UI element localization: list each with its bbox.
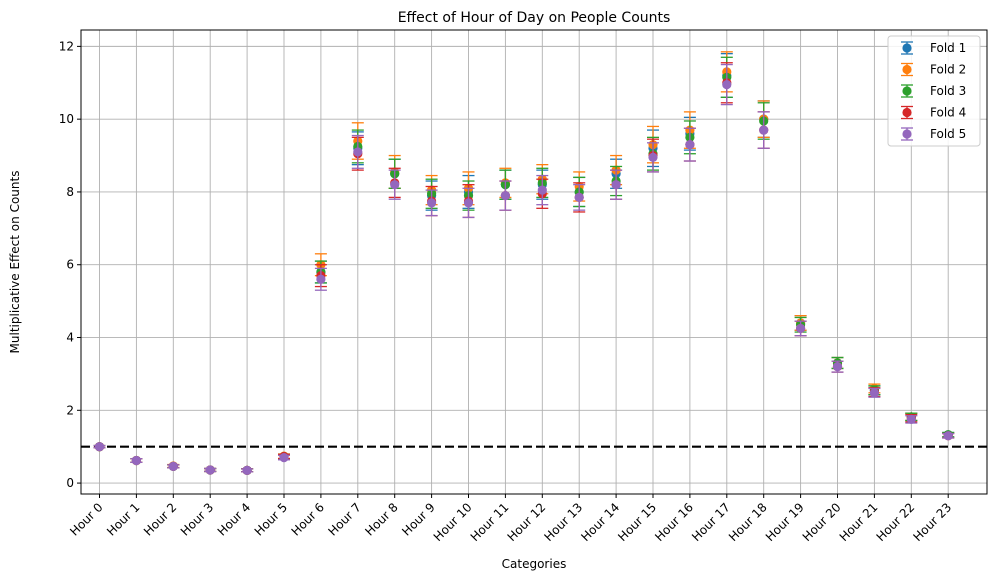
y-tick-label: 10 — [59, 112, 74, 126]
data-point — [611, 180, 621, 190]
legend-item: Fold 1 — [901, 41, 966, 55]
series-5 — [93, 63, 955, 475]
data-point — [574, 192, 584, 203]
data-point — [242, 465, 252, 475]
data-point — [316, 274, 326, 284]
y-axis: 0 2 4 6 8 10 12 — [59, 39, 81, 490]
data-point — [279, 453, 289, 463]
data-point — [205, 465, 215, 475]
legend: Fold 1 Fold 2 Fold 3 Fold 4 Fold 5 — [887, 35, 981, 147]
legend-marker — [902, 43, 912, 53]
legend-item: Fold 2 — [901, 63, 966, 77]
y-tick-label: 12 — [59, 39, 74, 53]
data-point — [463, 198, 474, 208]
y-tick-label: 4 — [66, 331, 74, 345]
data-point — [131, 455, 141, 466]
legend-marker — [902, 107, 912, 118]
y-tick-label: 0 — [66, 476, 74, 490]
legend-label: Fold 3 — [930, 84, 966, 98]
legend-label: Fold 2 — [930, 63, 966, 77]
data-point — [168, 461, 178, 471]
y-tick-label: 6 — [66, 258, 74, 272]
legend-label: Fold 5 — [930, 127, 966, 141]
legend-label: Fold 1 — [930, 41, 966, 55]
legend-item: Fold 5 — [901, 127, 966, 141]
legend-item: Fold 3 — [901, 84, 966, 98]
legend-marker — [902, 129, 912, 139]
data-point — [353, 147, 363, 157]
legend-label: Fold 4 — [930, 106, 966, 120]
data-point — [500, 190, 510, 201]
chart-title: Effect of Hour of Day on People Counts — [398, 10, 671, 26]
data-point — [685, 140, 695, 150]
legend-marker — [902, 64, 912, 75]
x-axis-label: Categories — [502, 557, 567, 571]
data-point — [796, 323, 806, 334]
data-point — [722, 79, 732, 90]
plot-frame — [80, 29, 988, 495]
data-point — [648, 152, 658, 162]
y-tick-label: 2 — [66, 403, 74, 417]
series-layer — [93, 51, 955, 475]
data-point — [869, 388, 880, 398]
legend-marker — [902, 86, 912, 96]
data-point — [906, 414, 916, 424]
data-point — [832, 362, 843, 372]
y-tick-label: 8 — [66, 185, 74, 199]
y-axis-label: Multiplicative Effect on Counts — [8, 171, 22, 354]
legend-item: Fold 4 — [901, 106, 966, 120]
data-point — [537, 185, 547, 195]
data-point — [390, 180, 400, 190]
data-point — [94, 442, 105, 452]
data-point — [759, 125, 769, 135]
data-point — [943, 431, 953, 441]
data-point — [427, 198, 437, 208]
